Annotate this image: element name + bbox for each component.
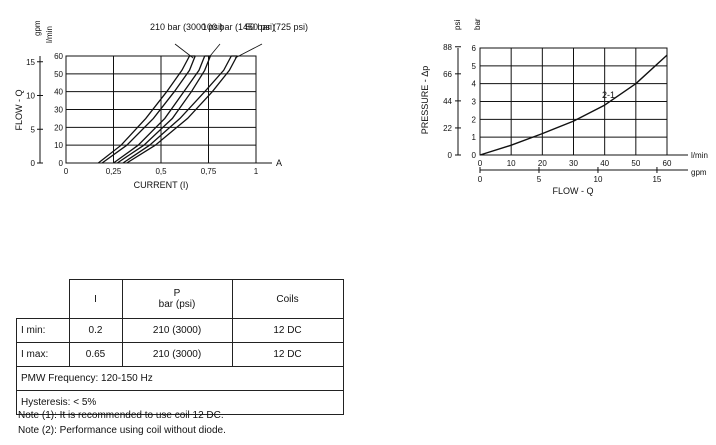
- chart1-x-unit: A: [276, 158, 282, 168]
- chart2-y-inner-tick-label: 1: [472, 133, 477, 142]
- chart2-y-inner-tick-label: 2: [472, 115, 477, 124]
- chart1-x-tick-label: 0,25: [106, 167, 122, 176]
- row-label: I max:: [16, 342, 70, 367]
- chart2-y-inner-tick-label: 5: [472, 62, 477, 71]
- chart1-series-leader: [208, 43, 221, 59]
- table-row: I max: 0.65 210 (3000) 12 DC: [16, 342, 344, 367]
- row-coils: 12 DC: [231, 318, 344, 343]
- chart1-series-line: [122, 55, 232, 164]
- chart2-y-outer-tick-label: 0: [448, 151, 453, 160]
- chart1-x-axis-title: CURRENT (I): [134, 180, 189, 190]
- chart1-y-tick-label: 10: [54, 141, 63, 150]
- chart1-y-tick-label: 60: [54, 52, 63, 61]
- row-pressure: 210 (3000): [121, 318, 233, 343]
- series-label-50-bar: 50 bar (725 psi): [245, 22, 308, 32]
- spec-table: I P bar (psi) Coils I min: 0.2 210 (3000…: [16, 279, 344, 415]
- chart2-x-upper-tick-label: 10: [507, 159, 516, 168]
- chart2-x-lower-tick-label: 15: [652, 175, 661, 184]
- row-current: 0.2: [68, 318, 123, 343]
- chart2-x-upper-tick-label: 60: [663, 159, 672, 168]
- chart2-x-upper-unit: l/min: [691, 151, 708, 160]
- table-row-hysteresis: Hysteresis: < 5%: [16, 390, 344, 415]
- chart1-series-line: [97, 55, 191, 164]
- table-row-pmw: PMW Frequency: 120-150 Hz: [16, 366, 344, 391]
- chart1-y-tick-label: 20: [54, 123, 63, 132]
- curve-label-2-1: 2-1: [602, 90, 615, 100]
- chart1-series-line: [126, 55, 238, 164]
- chart2-y-outer-tick-label: 88: [443, 43, 452, 52]
- chart1-y-tick-label: 0: [59, 159, 64, 168]
- chart1-outer-tick-label: 10: [26, 92, 35, 101]
- chart2-x-upper-tick-label: 0: [478, 159, 483, 168]
- chart1-y-axis-title: FLOW - Q: [14, 90, 24, 131]
- chart1-series-line: [116, 55, 212, 164]
- header-pressure-unit: bar (psi): [158, 299, 196, 310]
- chart2-x-lower-tick-label: 10: [594, 175, 603, 184]
- pmw-frequency: PMW Frequency: 120-150 Hz: [16, 366, 344, 391]
- series-label-210-bar: 210 bar (3000 psi): [150, 22, 223, 32]
- chart2-x-lower-tick-label: 0: [478, 175, 483, 184]
- chart2-x-axis-title: FLOW - Q: [553, 186, 594, 196]
- chart2-y-inner-tick-label: 3: [472, 98, 477, 107]
- chart2-y-inner-tick-label: 6: [472, 44, 477, 53]
- header-empty-cell: [16, 279, 70, 319]
- chart2-y-outer-unit: psi: [453, 20, 462, 30]
- row-pressure: 210 (3000): [121, 342, 233, 367]
- series-label-100-bar: 100 bar (1450 psi): [202, 22, 275, 32]
- chart2-y-axis-title: PRESSURE - Δp: [420, 66, 430, 135]
- chart1-y-tick-label: 40: [54, 88, 63, 97]
- chart1-outer-tick-label: 15: [26, 58, 35, 67]
- chart2-x-lower-tick-label: 5: [537, 175, 542, 184]
- chart2-y-outer-tick-label: 22: [443, 124, 452, 133]
- chart1-x-tick-label: 0: [64, 167, 69, 176]
- chart2-y-inner-tick-label: 0: [472, 151, 477, 160]
- header-coils: Coils: [231, 279, 344, 319]
- header-current: I: [68, 279, 123, 319]
- header-pressure: P bar (psi): [121, 279, 233, 319]
- chart1-y-outer-unit: gpm: [33, 20, 42, 36]
- chart1-outer-tick-label: 0: [31, 159, 36, 168]
- table-header-row: I P bar (psi) Coils: [16, 279, 344, 319]
- chart2-y-inner-tick-label: 4: [472, 80, 477, 89]
- chart2-x-upper-tick-label: 50: [631, 159, 640, 168]
- chart1-series-line: [101, 55, 196, 164]
- chart2-y-outer-tick-label: 66: [443, 70, 452, 79]
- chart2-x-lower-unit: gpm: [691, 168, 707, 177]
- chart1-series-leader: [234, 43, 263, 59]
- chart2-y-outer-tick-label: 44: [443, 97, 452, 106]
- note-2: Note (2): Performance using coil without…: [18, 425, 226, 436]
- chart1-outer-tick-label: 5: [31, 125, 36, 134]
- chart2-x-upper-tick-label: 40: [600, 159, 609, 168]
- chart1-x-tick-label: 0,5: [155, 167, 167, 176]
- note-1: Note (1): It is recommended to use coil …: [18, 410, 224, 421]
- row-label: I min:: [16, 318, 70, 343]
- chart2-marks: [479, 54, 668, 156]
- chart2-y-inner-unit: bar: [473, 18, 482, 30]
- chart1-y-tick-label: 30: [54, 106, 63, 115]
- row-coils: 12 DC: [231, 342, 344, 367]
- chart2-x-upper-tick-label: 30: [569, 159, 578, 168]
- chart1-y-left-unit: l/min: [45, 26, 54, 43]
- chart1-y-tick-label: 50: [54, 70, 63, 79]
- chart1-x-tick-label: 1: [254, 167, 259, 176]
- chart1-marks: [97, 43, 263, 164]
- header-pressure-symbol: P: [173, 288, 181, 299]
- chart1-series-leader: [174, 43, 194, 59]
- row-current: 0.65: [68, 342, 123, 367]
- chart1-x-tick-label: 0,75: [201, 167, 217, 176]
- notes: Note (1): It is recommended to use coil …: [18, 408, 226, 438]
- hysteresis: Hysteresis: < 5%: [16, 390, 344, 415]
- chart2-x-upper-tick-label: 20: [538, 159, 547, 168]
- chart1-series-line: [113, 55, 206, 164]
- table-row: I min: 0.2 210 (3000) 12 DC: [16, 318, 344, 343]
- chart2-series-line: [479, 54, 668, 156]
